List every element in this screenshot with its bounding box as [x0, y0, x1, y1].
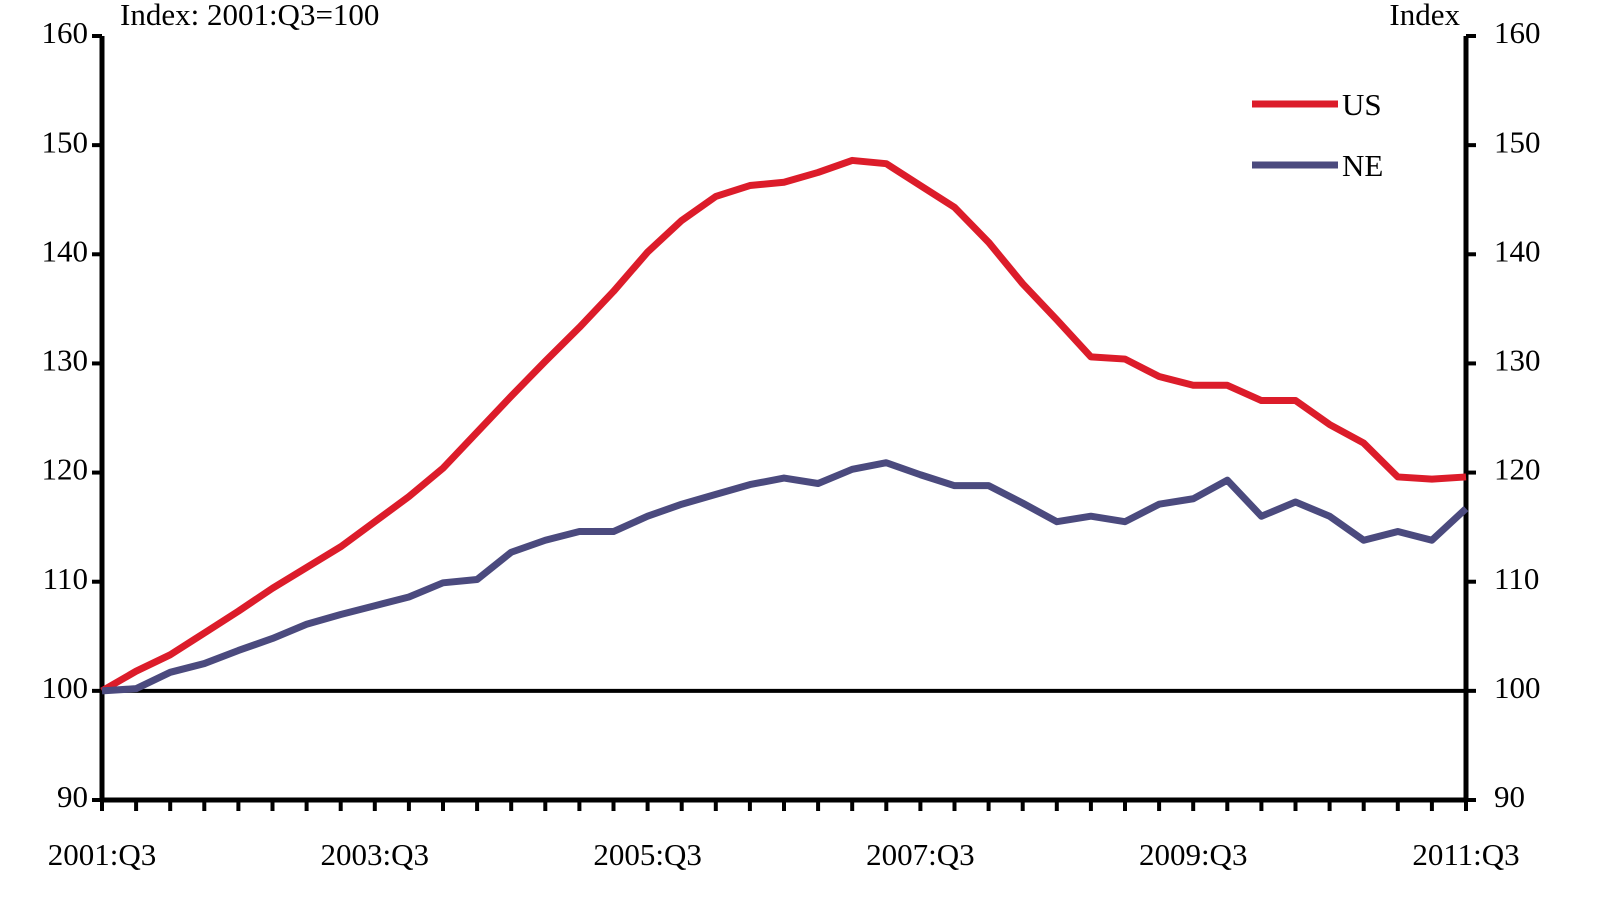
y-tick-label: 140 — [42, 233, 89, 268]
series-line — [100, 156, 1467, 694]
legend-label: US — [1342, 87, 1382, 122]
x-tick-label: 2005:Q3 — [593, 837, 702, 872]
y2-tick-label: 90 — [1494, 779, 1525, 814]
y2-tick-label: 130 — [1494, 343, 1541, 378]
y2-tick-label: 160 — [1494, 15, 1541, 50]
y-tick-label: 130 — [42, 343, 89, 378]
y-tick-label: 90 — [57, 779, 88, 814]
y-tick-label: 150 — [42, 124, 89, 159]
x-tick-label: 2003:Q3 — [321, 837, 430, 872]
y-tick-label: 110 — [43, 561, 88, 596]
y2-tick-label: 100 — [1494, 670, 1541, 705]
y2-axis-label: Index — [1389, 0, 1460, 32]
x-tick-label: 2007:Q3 — [866, 837, 975, 872]
x-tick-label: 2011:Q3 — [1412, 837, 1519, 872]
y2-tick-label: 110 — [1494, 561, 1539, 596]
y-tick-label: 120 — [42, 452, 89, 487]
y-tick-label: 100 — [42, 670, 89, 705]
y-axis-label: Index: 2001:Q3=100 — [120, 0, 379, 32]
x-tick-label: 2009:Q3 — [1139, 837, 1248, 872]
legend-label: NE — [1342, 148, 1383, 183]
y2-tick-label: 150 — [1494, 124, 1541, 159]
y2-tick-label: 120 — [1494, 452, 1541, 487]
y-tick-label: 160 — [42, 15, 89, 50]
y2-tick-label: 140 — [1494, 233, 1541, 268]
series-line — [101, 459, 1469, 695]
x-tick-label: 2001:Q3 — [48, 837, 157, 872]
